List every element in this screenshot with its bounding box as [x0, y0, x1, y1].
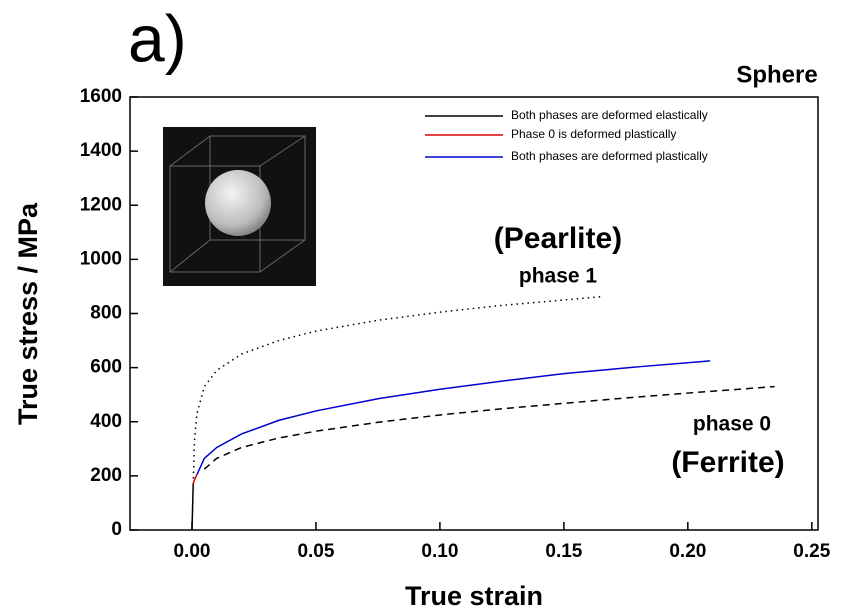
- inset-image: [163, 127, 316, 286]
- annotation: phase 1: [519, 265, 598, 288]
- legend-label: Both phases are deformed elastically: [511, 108, 708, 122]
- y-axis-label: True stress / MPa: [13, 202, 43, 425]
- annotation: phase 0: [693, 413, 771, 436]
- data-line: [192, 295, 602, 485]
- x-tick-label: 0.20: [669, 541, 706, 562]
- y-tick-label: 1400: [80, 140, 122, 161]
- chart-subtitle: Sphere: [736, 61, 817, 88]
- x-tick-label: 0.00: [173, 541, 210, 562]
- legend-label: Phase 0 is deformed plastically: [511, 127, 676, 141]
- y-tick-label: 200: [90, 465, 122, 486]
- x-axis-label: True strain: [405, 581, 543, 611]
- y-tick-label: 600: [90, 357, 122, 378]
- y-tick-label: 1000: [80, 248, 122, 269]
- chart-title: a): [128, 1, 187, 75]
- x-tick-label: 0.15: [545, 541, 582, 562]
- x-tick-label: 0.25: [793, 541, 830, 562]
- legend-label: Both phases are deformed plastically: [511, 149, 708, 163]
- data-line: [192, 474, 198, 485]
- y-tick-label: 0: [111, 519, 122, 540]
- x-tick-label: 0.05: [297, 541, 334, 562]
- y-tick-label: 800: [90, 303, 122, 324]
- annotation: (Ferrite): [671, 446, 784, 479]
- data-line: [203, 385, 775, 470]
- data-line: [191, 483, 194, 531]
- y-tick-label: 1200: [80, 194, 122, 215]
- y-tick-label: 400: [90, 411, 122, 432]
- data-line: [196, 360, 711, 475]
- x-tick-label: 0.10: [421, 541, 458, 562]
- annotation: (Pearlite): [494, 222, 622, 255]
- y-tick-label: 1600: [80, 86, 122, 107]
